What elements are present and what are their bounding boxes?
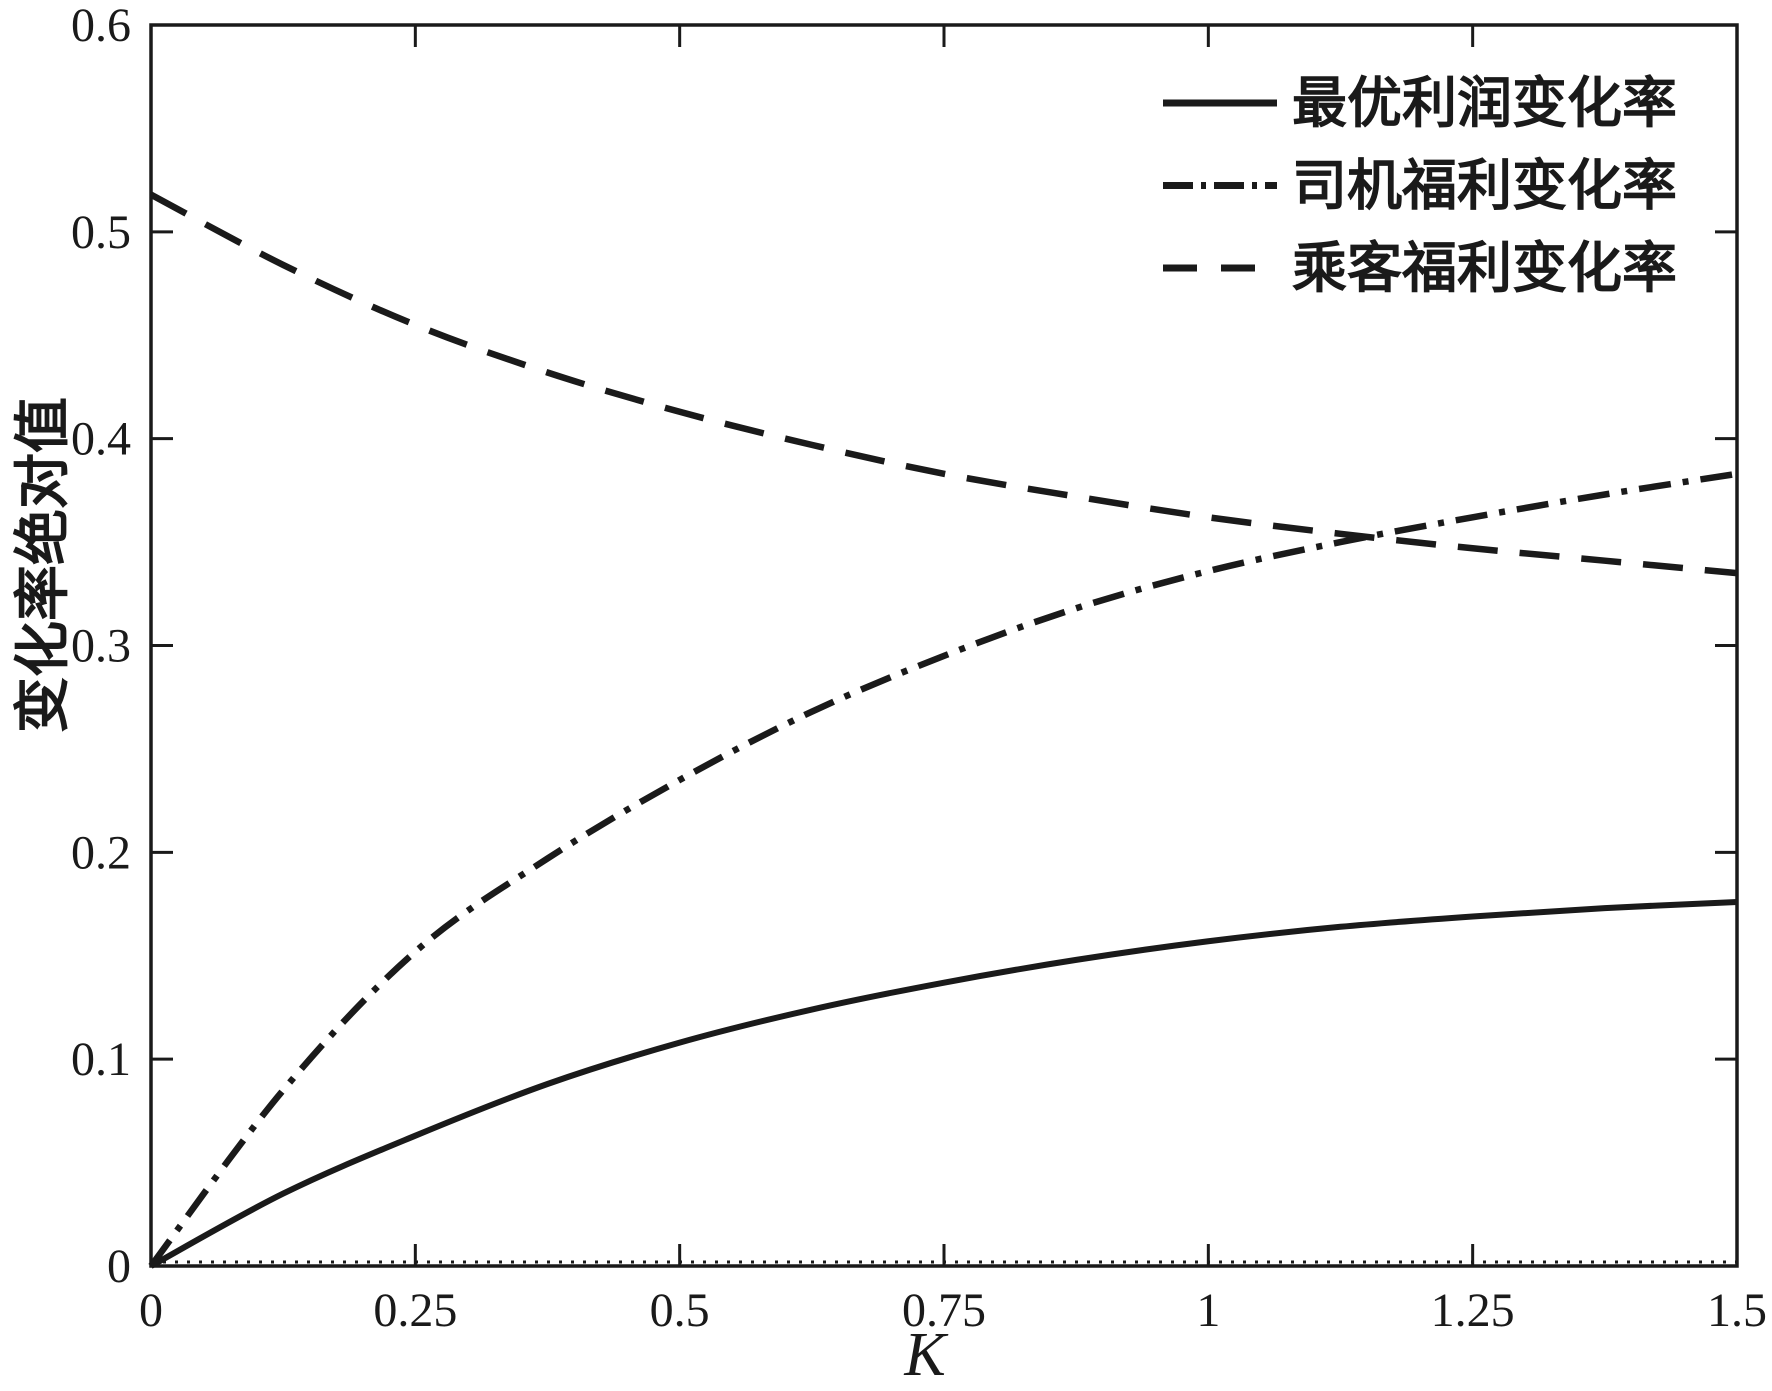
series-curve-1 (148, 470, 1738, 1268)
series-curve-0 (149, 898, 1738, 1269)
x-tick-label-1.5: 1.5 (1707, 1284, 1767, 1337)
y-axis-tick-labels: 0 0.1 0.2 0.3 0.4 0.5 0.6 (71, 0, 131, 1293)
x-axis-label: K (903, 1321, 949, 1389)
y-tick-label-0.2: 0.2 (71, 826, 131, 879)
x-tick-label-0: 0 (139, 1284, 163, 1337)
y-tick-label-0.5: 0.5 (71, 206, 131, 259)
legend-label-0: 最优利润变化率 (1292, 73, 1677, 134)
y-tick-label-0.6: 0.6 (71, 0, 131, 52)
x-tick-label-0.75: 0.75 (902, 1284, 986, 1337)
x-tick-label-0.25: 0.25 (373, 1284, 457, 1337)
y-tick-label-0.4: 0.4 (71, 413, 131, 466)
x-tick-label-1: 1 (1196, 1284, 1220, 1337)
x-axis-tick-labels: 0 0.25 0.5 0.75 1 1.25 1.5 (139, 1284, 1767, 1337)
series-curve-2 (149, 191, 1738, 577)
y-tick-label-0.3: 0.3 (71, 620, 131, 673)
x-tick-label-0.5: 0.5 (650, 1284, 710, 1337)
legend-label-1: 司机福利变化率 (1292, 156, 1677, 217)
y-axis-label: 变化率绝对值 (13, 397, 75, 733)
series-curves (148, 191, 1738, 1269)
y-tick-label-0.1: 0.1 (71, 1033, 131, 1086)
x-axis-ticks (149, 25, 1739, 1266)
y-tick-label-0: 0 (107, 1240, 131, 1293)
x-tick-label-1.25: 1.25 (1431, 1284, 1515, 1337)
legend-label-2: 乘客福利变化率 (1292, 238, 1677, 299)
